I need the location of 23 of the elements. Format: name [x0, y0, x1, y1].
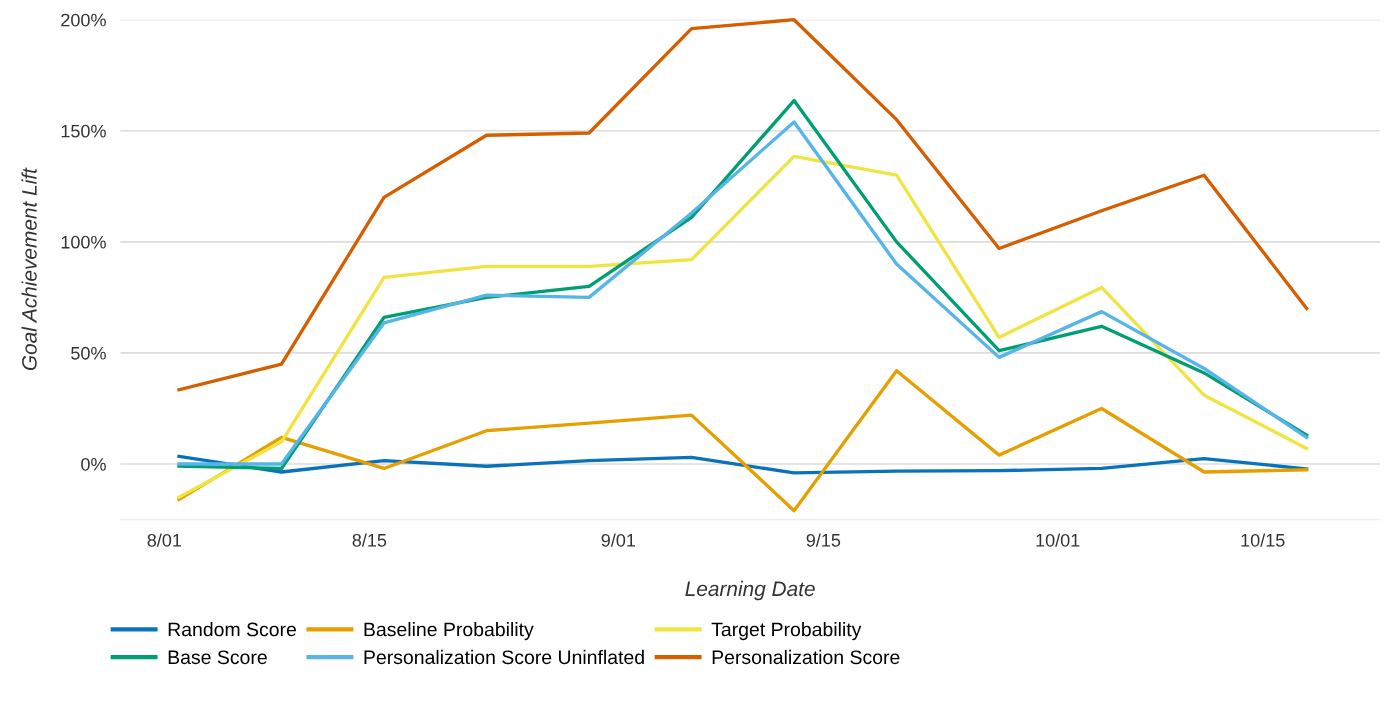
legend-label: Target Probability — [711, 622, 862, 641]
x-tick-label: 10/01 — [1036, 533, 1080, 547]
y-tick-label: 0% — [81, 457, 106, 471]
y-tick-label: 100% — [61, 235, 106, 249]
legend-label: Baseline Probability — [364, 622, 534, 641]
line-series — [177, 18, 1309, 392]
x-tick-label: 8/15 — [352, 533, 387, 547]
legend-label: Base Score — [168, 650, 267, 665]
x-tick-label: 8/01 — [147, 533, 182, 547]
line-series — [177, 154, 1309, 500]
x-tick-label: 10/15 — [1241, 533, 1285, 547]
legend-label: Personalization Score Uninflated — [364, 649, 644, 665]
legend-label: Personalization Score — [712, 649, 900, 665]
legend-label: Random Score — [168, 622, 296, 637]
y-axis-title: Goal Achievement Lift — [21, 167, 37, 371]
y-tick-label: 150% — [61, 124, 106, 138]
x-axis-title: Learning Date — [685, 580, 815, 601]
x-tick-label: 9/15 — [806, 533, 841, 547]
y-tick-label: 200% — [61, 13, 106, 27]
line-series — [177, 369, 1309, 513]
x-tick-label: 9/01 — [601, 533, 636, 547]
y-tick-label: 50% — [71, 346, 106, 360]
line-series — [177, 454, 1309, 475]
